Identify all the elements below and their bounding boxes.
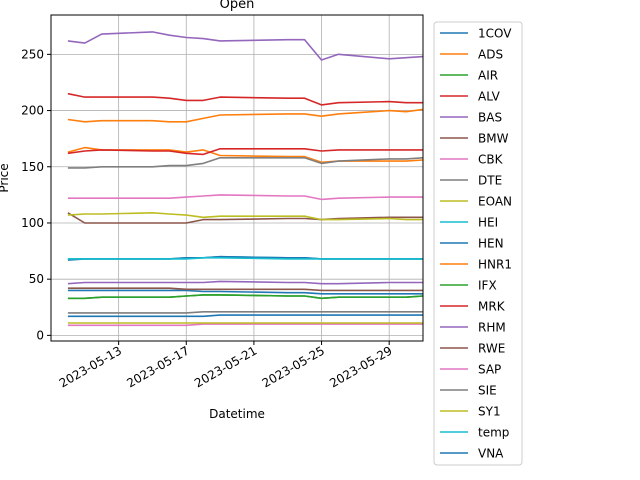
series-line-mrk xyxy=(67,148,423,156)
x-tick-label: 2023-05-25 xyxy=(260,343,327,390)
legend-entry: BAS xyxy=(478,111,502,125)
legend-entry: BMW xyxy=(478,132,509,146)
chart-title: Open xyxy=(220,0,255,12)
y-axis-ticks: 0 50 100 150 200 250 xyxy=(21,47,51,342)
series-line-sy1 xyxy=(67,212,423,221)
x-tick-label: 2023-05-21 xyxy=(192,343,259,390)
series-line-vna xyxy=(67,314,423,318)
legend-entry: MRK xyxy=(478,300,506,314)
legend-entry: EOAN xyxy=(478,195,512,209)
series-line-ifx xyxy=(67,294,424,300)
legend-entry: ADS xyxy=(478,48,503,62)
series-line-temp xyxy=(67,256,423,260)
series-line-bas xyxy=(67,280,423,285)
series-line-1cov xyxy=(67,289,423,295)
y-tick-label: 0 xyxy=(36,328,44,342)
series-line-rhm xyxy=(67,31,424,61)
series-line-alv xyxy=(67,92,423,106)
series-line-sie xyxy=(67,157,424,169)
y-tick-label: 150 xyxy=(21,160,44,174)
series-line-cbk xyxy=(67,323,423,327)
legend-entry: DTE xyxy=(478,174,502,188)
y-axis-label: Price xyxy=(0,163,11,192)
legend-entry: RWE xyxy=(478,342,505,356)
x-tick-label: 2023-05-17 xyxy=(124,343,191,390)
legend-entry: AIR xyxy=(478,69,498,83)
x-axis-label: Datetime xyxy=(209,407,265,421)
y-tick-label: 200 xyxy=(21,104,44,118)
x-axis-ticks: 2023-05-13 2023-05-17 2023-05-21 2023-05-25… xyxy=(57,341,395,390)
series-line-ads xyxy=(67,108,424,123)
series-line-bmw xyxy=(67,212,423,224)
legend-entry: SIE xyxy=(478,384,497,398)
x-tick-label: 2023-05-13 xyxy=(57,343,124,390)
legend-entry: SAP xyxy=(478,363,501,377)
legend-entry: HEI xyxy=(478,216,498,230)
plot-frame xyxy=(50,14,424,342)
legend-entry: SY1 xyxy=(478,405,501,419)
legend: 1COV ADS AIR ALV BAS BMW CBK DTE EOAN HEI HEN HNR1 I… xyxy=(433,21,523,466)
legend-frame xyxy=(433,21,523,466)
legend-entry: RHM xyxy=(478,321,506,335)
y-tick-label: 250 xyxy=(21,47,44,61)
legend-entry: temp xyxy=(478,426,509,440)
series-line-sap xyxy=(67,194,423,201)
legend-entry: VNA xyxy=(478,447,504,461)
y-tick-label: 50 xyxy=(29,272,44,286)
series-line-rwe xyxy=(67,287,423,292)
legend-entry: 1COV xyxy=(478,27,512,41)
legend-entry: ALV xyxy=(478,90,501,104)
legend-entry: HEN xyxy=(478,237,504,251)
series-line-dte xyxy=(67,310,423,314)
legend-entry: IFX xyxy=(478,279,497,293)
legend-entry: HNR1 xyxy=(478,258,512,272)
grid xyxy=(51,15,423,341)
legend-entry: CBK xyxy=(478,153,504,167)
series-lines xyxy=(67,31,424,327)
y-tick-label: 100 xyxy=(21,216,44,230)
x-tick-label: 2023-05-29 xyxy=(327,343,394,390)
